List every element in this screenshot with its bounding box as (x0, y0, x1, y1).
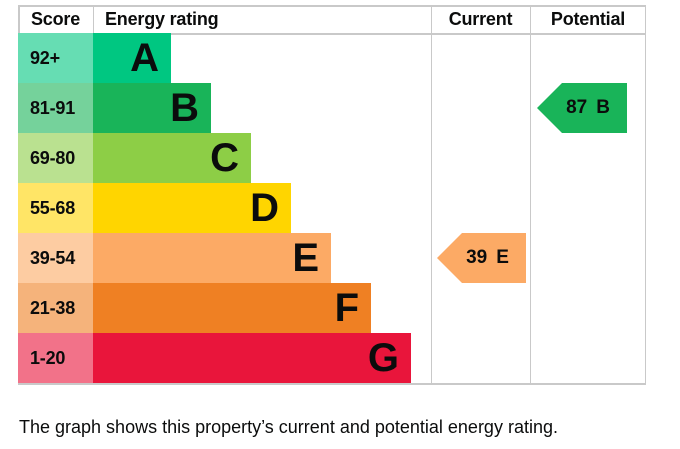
band-letter: E (292, 236, 319, 280)
band-letter: F (334, 286, 359, 330)
band-score-range: 1-20 (18, 333, 93, 383)
potential-rating-letter: B (596, 97, 610, 118)
potential-rating-value: 87 (566, 97, 588, 118)
column-header-score: Score (30, 8, 81, 29)
band-score-range: 69-80 (18, 133, 93, 183)
band-letter: C (210, 136, 239, 180)
grid-line-left (18, 5, 20, 33)
current-rating-letter: E (496, 247, 509, 268)
grid-line-top (18, 5, 646, 7)
band-bar: D (93, 183, 291, 233)
band-bar: A (93, 33, 171, 83)
band-bar: E (93, 233, 331, 283)
band-bar: B (93, 83, 211, 133)
band-letter: A (130, 36, 159, 80)
grid-line-potential-divider (529, 5, 531, 383)
column-header-current: Current (448, 8, 513, 29)
grid-line-current-divider (430, 5, 432, 383)
grid-line-right (644, 5, 646, 383)
band-row-a: 92+ A (18, 33, 646, 83)
band-letter: D (250, 186, 279, 230)
band-score-range: 81-91 (18, 83, 93, 133)
band-score-range: 55-68 (18, 183, 93, 233)
band-bar: C (93, 133, 251, 183)
current-rating-value: 39 (466, 247, 488, 268)
grid-line-bottom (18, 383, 646, 385)
band-row-d: 55-68 D (18, 183, 646, 233)
grid-line-score-divider (92, 5, 94, 33)
band-row-c: 69-80 C (18, 133, 646, 183)
band-letter: G (367, 336, 399, 380)
band-row-g: 1-20 G (18, 333, 646, 383)
band-row-e: 39-54 E (18, 233, 646, 283)
grid-line-header-bottom (18, 33, 646, 35)
column-header-energy-rating: Energy rating (105, 8, 219, 29)
band-row-f: 21-38 F (18, 283, 646, 333)
band-bar: G (93, 333, 411, 383)
band-score-range: 21-38 (18, 283, 93, 333)
band-score-range: 39-54 (18, 233, 93, 283)
band-score-range: 92+ (18, 33, 93, 83)
chart-caption: The graph shows this property’s current … (19, 417, 558, 437)
column-header-potential: Potential (550, 8, 626, 29)
band-bar: F (93, 283, 371, 333)
band-row-b: 81-91 B (18, 83, 646, 133)
band-letter: B (170, 86, 199, 130)
